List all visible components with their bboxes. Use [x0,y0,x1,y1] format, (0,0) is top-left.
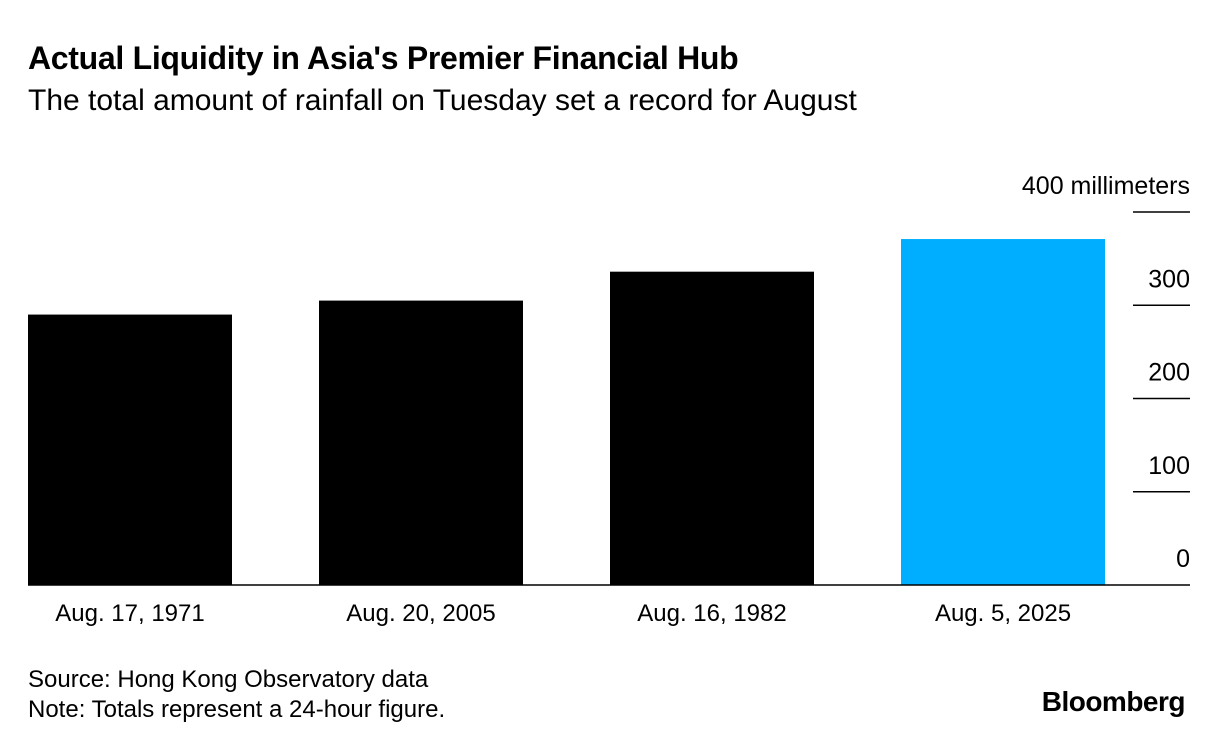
bar-3 [901,239,1105,586]
bloomberg-logo: Bloomberg [1041,686,1186,717]
x-tick-label: Aug. 20, 2005 [346,600,495,627]
y-axis-ticks: 0 100 200 300 400 millimeters [1022,172,1190,573]
x-axis-labels: Aug. 17, 1971 Aug. 20, 2005 Aug. 16, 1982 A… [55,600,1071,627]
bar-1 [319,300,523,585]
source-note: Source: Hong Kong Observatory data [28,666,429,693]
y-tick-label: 100 [1148,452,1190,480]
chart-title: Actual Liquidity in Asia's Premier Finan… [28,40,739,76]
y-tick-label: 300 [1148,265,1190,293]
y-tick-label: 400 millimeters [1022,172,1190,200]
footnote: Note: Totals represent a 24-hour figure. [28,696,446,723]
x-tick-label: Aug. 5, 2025 [935,600,1071,627]
bars-group [28,239,1105,586]
x-tick-label: Aug. 17, 1971 [55,600,204,627]
x-tick-label: Aug. 16, 1982 [637,600,786,627]
bar-2 [610,271,814,585]
bar-0 [28,314,232,585]
chart-subtitle: The total amount of rainfall on Tuesday … [28,84,857,117]
y-tick-label: 200 [1148,359,1190,387]
y-tick-label: 0 [1176,545,1190,573]
